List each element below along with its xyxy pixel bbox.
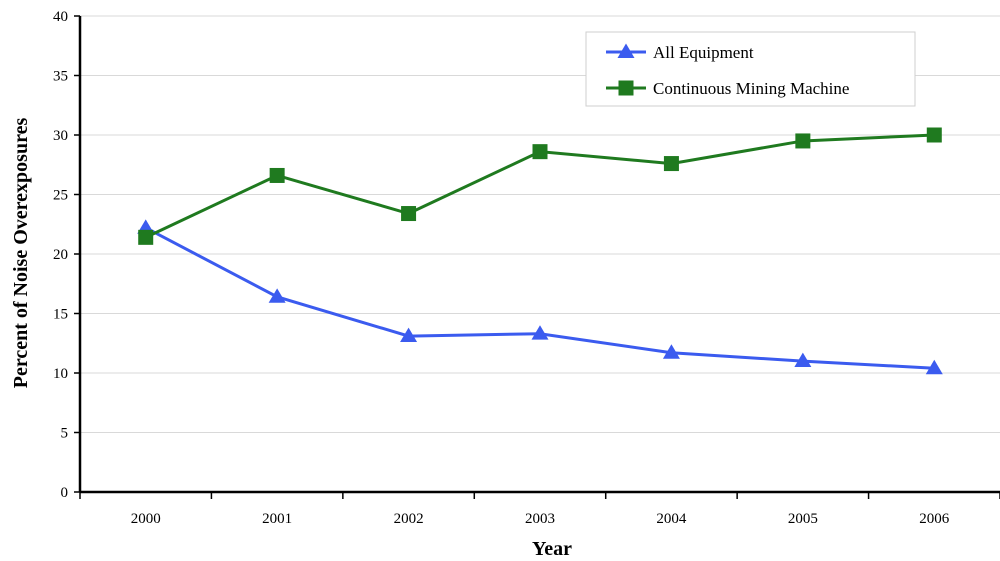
y-tick-label: 30 xyxy=(53,128,68,144)
series xyxy=(137,127,943,375)
y-tick-label: 5 xyxy=(61,426,69,442)
x-tick-label: 2003 xyxy=(525,511,555,527)
x-tick-label: 2004 xyxy=(656,511,687,527)
data-point xyxy=(662,344,680,359)
legend-label: All Equipment xyxy=(653,43,754,62)
y-tick-label: 10 xyxy=(53,366,68,382)
legend-box xyxy=(585,31,916,107)
data-point xyxy=(795,133,811,149)
x-tick-label: 2006 xyxy=(919,511,950,527)
series-all-equipment xyxy=(137,219,943,375)
x-tick-labels: 2000 2001 2002 2003 2004 2005 2006 xyxy=(131,511,950,527)
data-point xyxy=(794,352,812,368)
x-axis-title: Year xyxy=(532,538,572,560)
y-tick-labels: 0 5 10 15 20 25 30 35 40 xyxy=(53,9,68,501)
data-point xyxy=(400,327,418,343)
data-point xyxy=(532,144,548,160)
legend-marker xyxy=(618,80,634,96)
y-tick-label: 15 xyxy=(53,307,68,323)
data-point xyxy=(663,156,679,172)
x-tick-label: 2001 xyxy=(262,511,292,527)
data-point xyxy=(138,229,154,245)
legend-marker xyxy=(617,43,635,58)
x-tick-label: 2005 xyxy=(788,511,818,527)
series-continuous-mining-machine xyxy=(138,127,942,245)
x-tick-label: 2002 xyxy=(394,511,424,527)
axes xyxy=(74,15,1000,499)
y-tick-label: 25 xyxy=(53,188,68,204)
legend-label: Continuous Mining Machine xyxy=(653,79,849,98)
series-line xyxy=(145,226,935,370)
y-tick-label: 35 xyxy=(53,69,68,85)
y-tick-label: 40 xyxy=(53,9,68,25)
data-point xyxy=(269,167,285,183)
data-point xyxy=(268,288,286,303)
y-tick-label: 0 xyxy=(61,485,69,501)
y-tick-label: 20 xyxy=(53,247,68,263)
x-tick-label: 2000 xyxy=(131,511,161,527)
y-axis-title: Percent of Noise Overexposures xyxy=(10,118,32,389)
data-point xyxy=(401,206,417,222)
data-point xyxy=(925,359,943,375)
data-point xyxy=(926,127,942,143)
data-point xyxy=(531,325,549,340)
legend: All Equipment Continuous Mining Machine xyxy=(585,31,916,107)
